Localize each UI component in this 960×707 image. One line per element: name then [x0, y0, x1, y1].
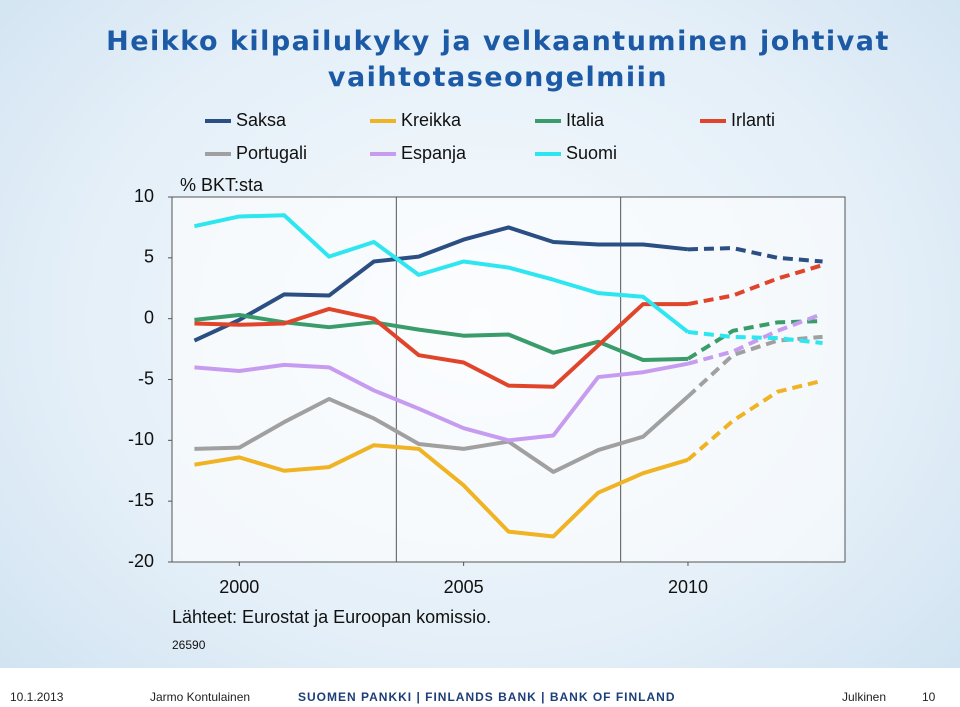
y-tick-label: -10 [128, 429, 154, 449]
footer-date: 10.1.2013 [10, 690, 64, 704]
legend-label: Espanja [401, 143, 467, 163]
footer-classification: Julkinen [842, 690, 887, 704]
series-forecast-line [687, 330, 823, 345]
series-forecast-line [687, 263, 824, 307]
footer-organization: SUOMEN PANKKI | FINLANDS BANK | BANK OF … [298, 690, 676, 704]
legend-label: Irlanti [731, 110, 775, 130]
y-tick-label: 10 [134, 186, 154, 206]
series-forecast-line [686, 378, 824, 462]
legend-label: Portugali [236, 143, 307, 163]
source-note: Lähteet: Eurostat ja Euroopan komissio. [172, 607, 491, 627]
series-forecast-line [687, 246, 823, 264]
code-note: 26590 [172, 638, 206, 652]
series-line [194, 213, 690, 334]
x-tick-label: 2000 [219, 577, 259, 597]
series-line [194, 361, 689, 443]
plot-area [171, 196, 846, 563]
x-tick-label: 2005 [444, 577, 484, 597]
legend-label: Saksa [236, 110, 287, 130]
y-tick-label: 0 [144, 307, 154, 327]
series-forecast-line [687, 311, 824, 366]
y-tick-label: 5 [144, 247, 154, 267]
x-tick-label: 2010 [668, 577, 708, 597]
y-tick-label: -15 [128, 490, 154, 510]
series-line [194, 443, 689, 539]
y-axis-label: % BKT:sta [180, 175, 264, 195]
legend-label: Kreikka [401, 110, 462, 130]
series-line [193, 225, 689, 343]
series-line [194, 302, 688, 389]
footer-page: 10 [922, 690, 936, 704]
footer-author: Jarmo Kontulainen [150, 690, 251, 704]
series-line [194, 395, 690, 474]
slide-title: Heikko kilpailukyky ja velkaantuminen jo… [106, 26, 890, 93]
legend-label: Suomi [566, 143, 617, 163]
legend-label: Italia [566, 110, 605, 130]
y-tick-label: -5 [138, 368, 154, 388]
y-tick-label: -20 [128, 551, 154, 571]
series-line [194, 313, 689, 363]
footer: 10.1.2013 Jarmo Kontulainen SUOMEN PANKK… [0, 668, 960, 707]
